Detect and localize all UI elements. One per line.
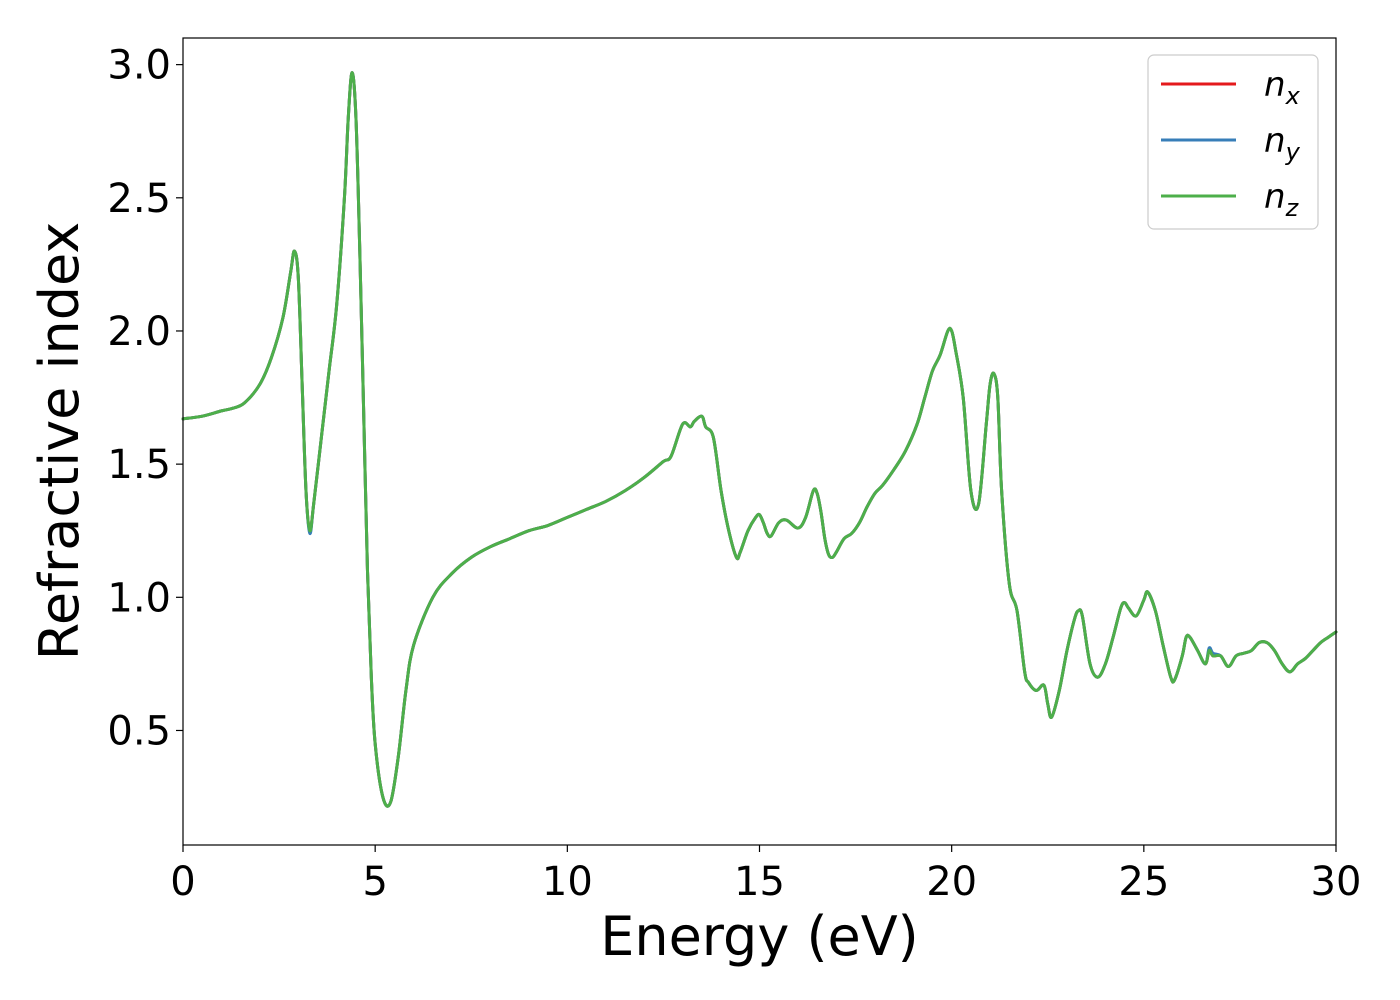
y-tick-label: 1.5 — [107, 442, 171, 488]
y-tick-label: 0.5 — [107, 708, 171, 754]
legend: nx ny nz — [1147, 54, 1319, 230]
legend-label-ny: ny — [1264, 121, 1301, 166]
y-tick-label: 3.0 — [107, 43, 171, 89]
x-tick-label: 25 — [1118, 859, 1169, 905]
legend-label-nz: nz — [1264, 177, 1300, 222]
series-layer — [181, 71, 1338, 808]
x-tick-label: 0 — [170, 859, 195, 905]
x-tick-label: 15 — [734, 859, 785, 905]
x-tick-label: 30 — [1311, 859, 1362, 905]
series-line-nz — [181, 71, 1338, 808]
x-tick-label: 5 — [362, 859, 387, 905]
y-axis-ticks: 0.5 1.0 1.5 2.0 2.5 3.0 — [107, 43, 183, 754]
x-tick-label: 10 — [542, 859, 593, 905]
y-tick-label: 2.0 — [107, 309, 171, 355]
y-tick-label: 2.5 — [107, 176, 171, 222]
x-tick-label: 20 — [926, 859, 977, 905]
x-axis-label: Energy (eV) — [600, 905, 919, 968]
legend-box — [1147, 54, 1319, 230]
legend-label-nx: nx — [1264, 65, 1301, 110]
y-tick-label: 1.0 — [107, 575, 171, 621]
x-axis-ticks: 0 5 10 15 20 25 30 — [170, 845, 1361, 905]
y-axis-label: Refractive index — [28, 222, 91, 661]
